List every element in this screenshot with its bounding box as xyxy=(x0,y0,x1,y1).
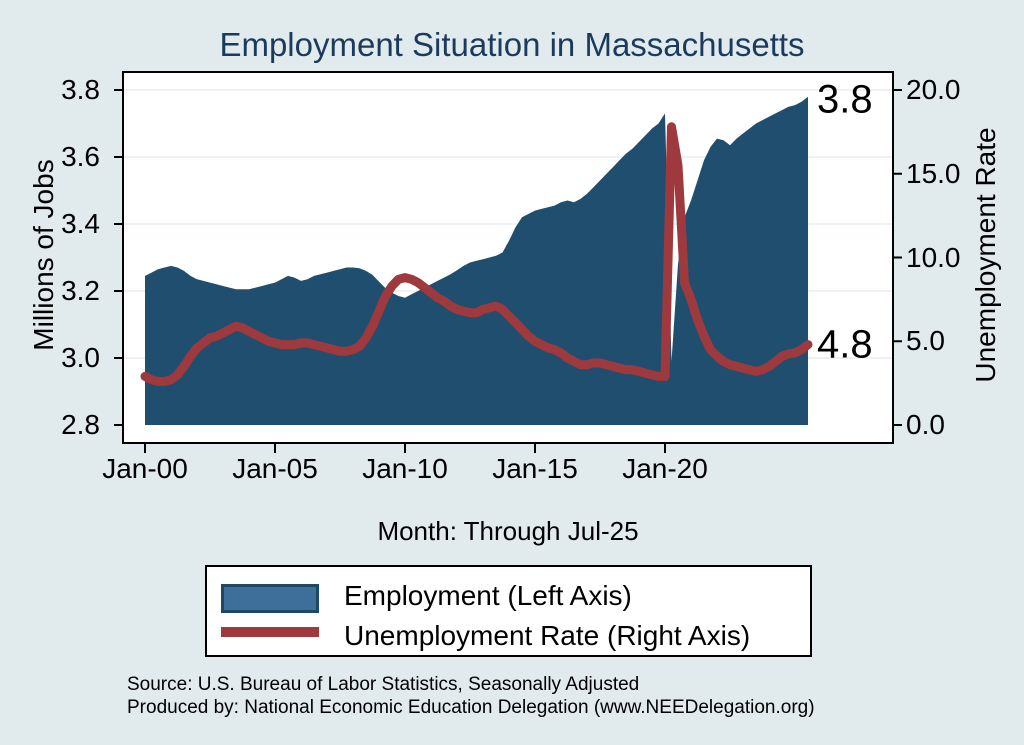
x-axis-tick-label: Jan-10 xyxy=(362,453,448,484)
unemployment-end-value-annotation: 4.8 xyxy=(817,322,873,367)
left-axis-tick-label: 2.8 xyxy=(61,409,100,440)
right-axis-tick-label: 10.0 xyxy=(906,241,961,273)
unemployment-legend-swatch xyxy=(221,627,319,637)
left-axis-tick-label: 3.2 xyxy=(61,275,100,306)
legend: Employment (Left Axis) Unemployment Rate… xyxy=(205,565,812,657)
right-axis-tick-label: 0.0 xyxy=(906,409,945,440)
unemployment-line-series xyxy=(140,122,813,386)
employment-legend-label: Employment (Left Axis) xyxy=(344,580,632,611)
employment-legend-swatch xyxy=(221,584,319,613)
chart-title: Employment Situation in Massachusetts xyxy=(219,26,805,63)
left-axis-tick-label: 3.6 xyxy=(61,141,100,172)
employment-end-value-annotation: 3.8 xyxy=(817,77,873,122)
left-axis-title: Millions of Jobs xyxy=(28,159,59,351)
x-axis-tick-label: Jan-20 xyxy=(622,453,708,484)
right-axis-tick-label: 5.0 xyxy=(906,325,945,357)
left-axis-tick-label: 3.8 xyxy=(61,74,100,105)
left-axis-tick-label: 3.0 xyxy=(61,342,100,373)
x-axis-tick-label: Jan-15 xyxy=(492,453,578,484)
source-line: Source: U.S. Bureau of Labor Statistics,… xyxy=(127,674,640,695)
right-axis-title: Unemployment Rate xyxy=(970,127,1001,383)
plot-background xyxy=(123,72,893,443)
right-axis-tick-label: 15.0 xyxy=(906,157,961,189)
produced-by-line: Produced by: National Economic Education… xyxy=(127,697,815,718)
source-note: Source: U.S. Bureau of Labor Statistics,… xyxy=(127,673,815,719)
unemployment-legend-label: Unemployment Rate (Right Axis) xyxy=(344,620,751,651)
x-axis-tick-label: Jan-00 xyxy=(102,453,188,484)
employment-area-series xyxy=(145,96,808,425)
right-axis-tick-label: 20.0 xyxy=(906,74,961,105)
x-axis-tick-label: Jan-05 xyxy=(232,453,318,484)
plot-frame xyxy=(122,71,894,444)
x-axis-title: Month: Through Jul-25 xyxy=(377,516,639,546)
left-axis-tick-label: 3.4 xyxy=(61,208,100,239)
